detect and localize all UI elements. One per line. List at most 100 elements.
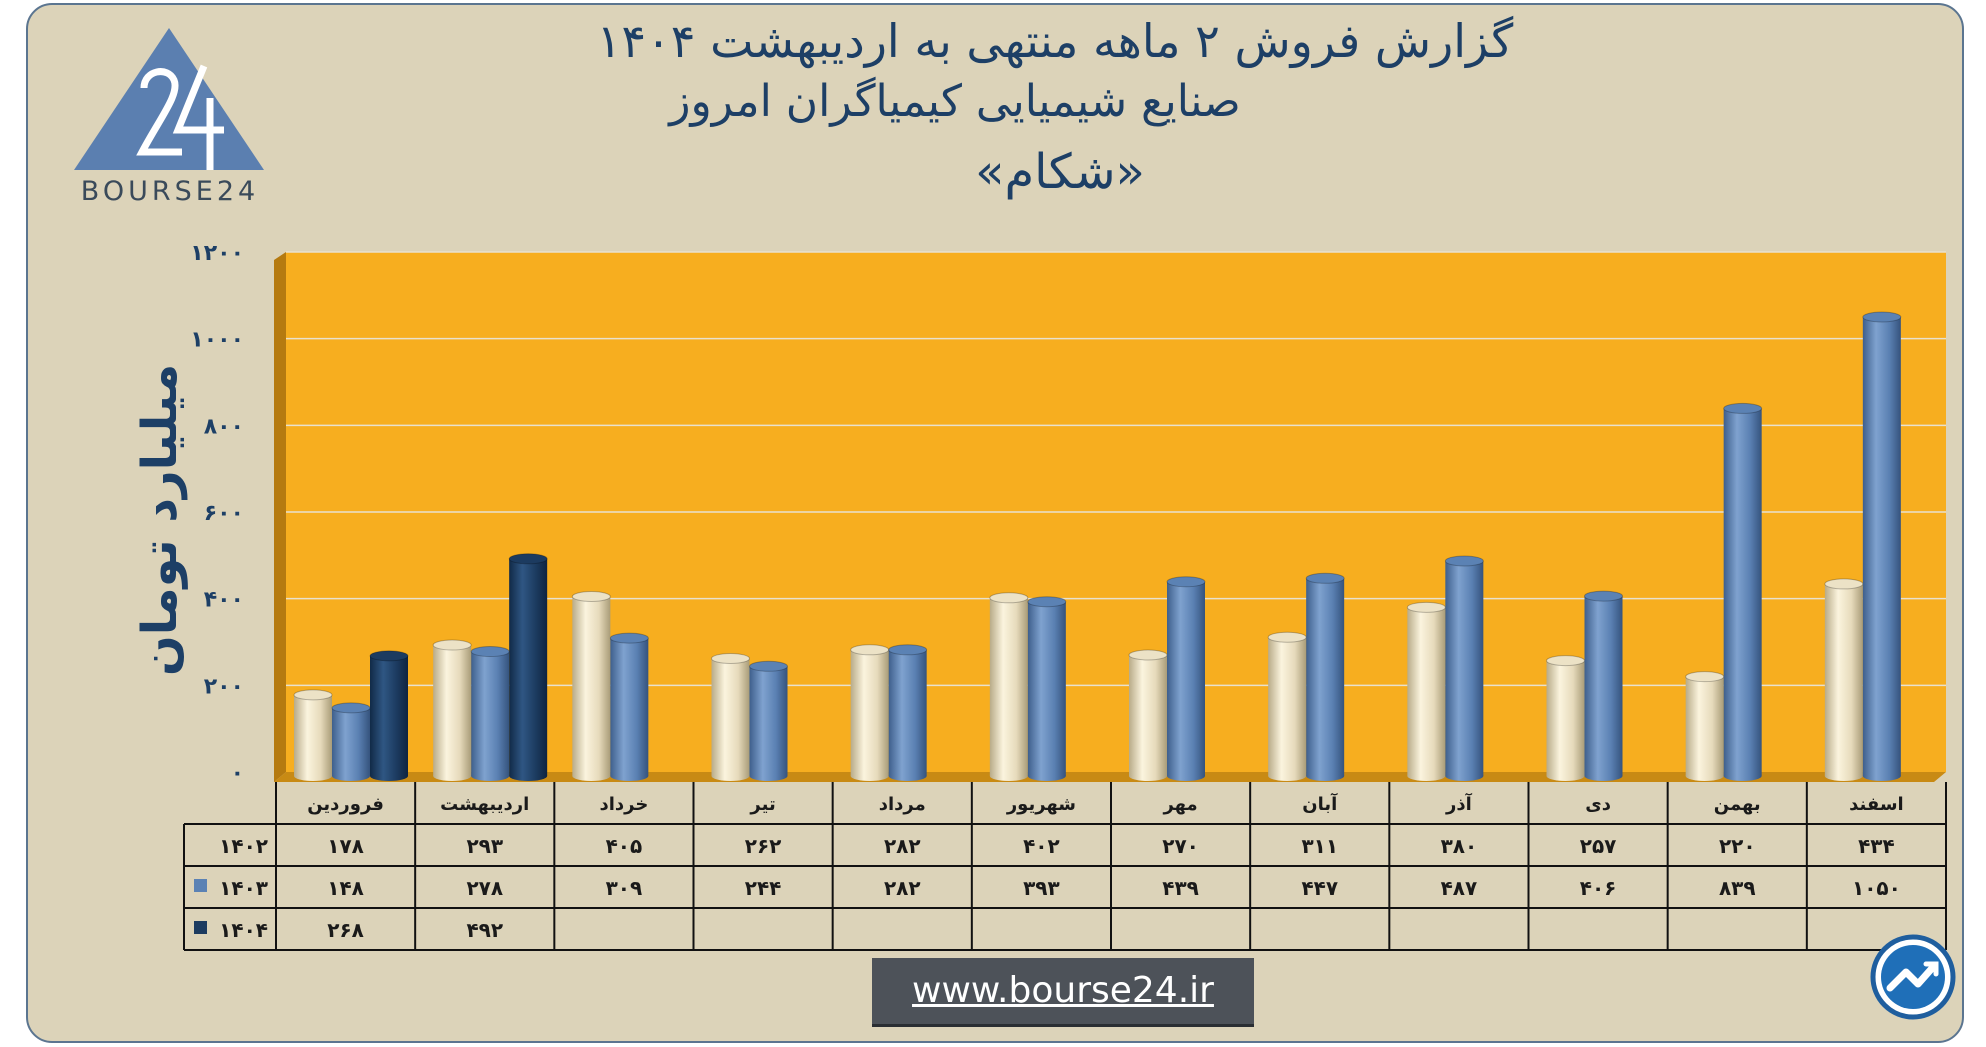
bar-cap — [369, 650, 409, 662]
bar-base — [1129, 771, 1167, 781]
bar-body — [572, 596, 611, 776]
bar-base — [1546, 771, 1585, 781]
bar-base — [1407, 771, 1446, 781]
x-tick-label: مرداد — [879, 794, 926, 815]
data-label: ۲۸۲ — [884, 876, 921, 900]
bar-cap — [749, 660, 788, 672]
y-tick-label: ۰ — [231, 761, 244, 786]
bar — [1128, 649, 1168, 781]
bar-base — [1268, 771, 1307, 781]
bar — [609, 632, 649, 781]
bar-body — [850, 649, 889, 776]
data-label: ۲۴۴ — [745, 876, 782, 900]
data-label: ۳۰۹ — [606, 876, 643, 900]
data-label: ۲۹۳ — [466, 834, 503, 858]
website-link[interactable]: www.bourse24.ir — [872, 958, 1254, 1027]
bar-cap — [1862, 311, 1902, 323]
x-tick-label: آبان — [1302, 792, 1338, 815]
bar-base — [711, 771, 750, 781]
bar — [571, 591, 611, 781]
legend-swatch — [194, 879, 207, 892]
bar-body — [1546, 660, 1585, 776]
bar — [1824, 578, 1864, 781]
data-label: ۳۹۳ — [1023, 876, 1060, 900]
bar-body — [1584, 596, 1623, 776]
bar-cap — [331, 702, 371, 714]
bar-base — [332, 771, 370, 781]
bar-cap — [711, 652, 750, 664]
bar-cap — [609, 632, 649, 644]
bar — [331, 702, 371, 781]
bar — [1166, 576, 1206, 781]
x-tick-label: خرداد — [600, 794, 649, 815]
bar — [1584, 590, 1623, 781]
bar-body — [888, 649, 927, 776]
legend-entry: ۱۴۰۳ — [219, 876, 268, 900]
bar-body — [1685, 676, 1724, 776]
x-tick-label: اردیبهشت — [440, 794, 529, 815]
bar — [1305, 572, 1345, 781]
bar — [1862, 311, 1902, 781]
company-name: صنایع شیمیایی کیمیاگران امروز — [669, 76, 1241, 127]
bar-base — [1685, 771, 1724, 781]
bar-base — [509, 771, 548, 781]
bar-cap — [1128, 649, 1168, 661]
bar-cap — [1027, 596, 1067, 608]
data-label: ۲۵۷ — [1580, 834, 1617, 858]
bar-body — [610, 638, 649, 776]
bar — [989, 592, 1029, 781]
bar-body — [433, 645, 472, 776]
ticker-symbol: «شکام» — [975, 144, 1145, 200]
bar-cap — [293, 689, 333, 701]
bar-cap — [1166, 576, 1206, 588]
website-url: www.bourse24.ir — [912, 970, 1214, 1011]
bar — [470, 646, 510, 781]
y-tick-label: ۲۰۰ — [204, 674, 244, 699]
bar — [508, 553, 548, 781]
bar — [1723, 402, 1763, 781]
data-label: ۲۷۰ — [1162, 834, 1199, 858]
bar-cap — [850, 644, 890, 656]
bar-cap — [1685, 671, 1725, 683]
data-label: ۴۰۵ — [606, 834, 643, 858]
data-label: ۴۹۲ — [466, 918, 503, 942]
bar-body — [1824, 583, 1863, 776]
x-tick-label: فروردین — [307, 794, 384, 815]
data-label: ۱۴۸ — [327, 876, 364, 900]
x-tick-label: بهمن — [1714, 794, 1761, 815]
bar — [1406, 601, 1446, 781]
bar-base — [989, 771, 1028, 781]
bar-base — [1584, 771, 1623, 781]
bar-body — [1862, 317, 1901, 776]
x-tick-label: تیر — [749, 794, 775, 815]
bar-base — [1445, 771, 1484, 781]
data-label: ۴۸۷ — [1441, 876, 1478, 900]
bar — [1444, 555, 1484, 781]
y-tick-label: ۴۰۰ — [204, 588, 244, 613]
bar-body — [711, 658, 750, 776]
x-tick-label: شهریور — [1006, 794, 1076, 815]
bar — [1546, 655, 1585, 781]
bar — [432, 639, 472, 781]
data-label: ۴۰۲ — [1023, 834, 1060, 858]
bar-cap — [1584, 590, 1623, 602]
bar-cap — [1305, 572, 1345, 584]
bar — [1267, 631, 1307, 781]
data-label: ۴۳۹ — [1162, 876, 1199, 900]
bar-base — [572, 771, 611, 781]
y-tick-label: ۶۰۰ — [204, 501, 244, 526]
bar — [711, 652, 750, 781]
x-tick-label: آذر — [1445, 792, 1473, 815]
x-tick-label: دی — [1585, 794, 1611, 815]
bar-cap — [989, 592, 1029, 604]
plot-side-wall — [274, 252, 286, 782]
data-label: ۲۲۰ — [1719, 834, 1756, 858]
bar-cap — [508, 553, 548, 565]
y-tick-label: ۸۰۰ — [204, 414, 244, 439]
bar-body — [1167, 581, 1205, 776]
legend-entry: ۱۴۰۲ — [219, 834, 268, 858]
bar-base — [888, 771, 927, 781]
bar-body — [1129, 655, 1167, 776]
bar-base — [294, 771, 332, 781]
trend-up-circle-icon — [1870, 934, 1956, 1020]
